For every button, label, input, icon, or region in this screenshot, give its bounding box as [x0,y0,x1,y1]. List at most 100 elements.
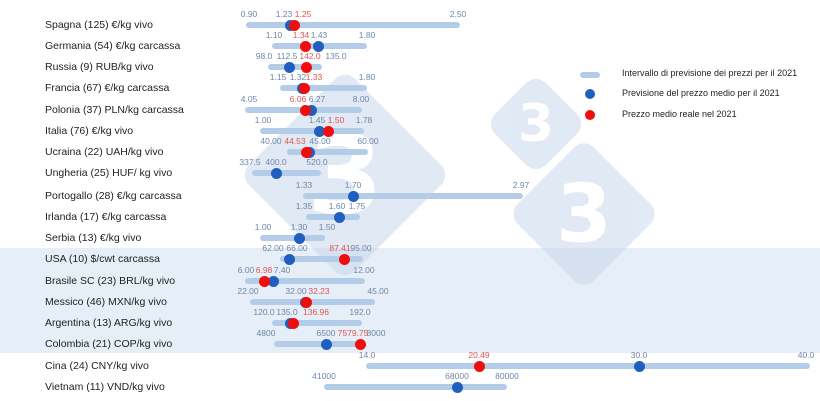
actual-value: 1.50 [327,115,345,125]
actual-value: 142.0 [299,51,321,61]
forecast-dot [313,125,325,137]
country-label: Vietnam (11) VND/kg vivo [45,381,165,393]
forecast-value: 7.40 [273,265,291,275]
range-max-value: 95.00 [350,243,372,253]
forecast-range-bar [366,363,810,369]
country-label: Cina (24) CNY/kg vivo [45,360,149,372]
range-max-value: 2.50 [449,9,467,19]
forecast-value: 45.00 [309,136,331,146]
actual-dot [354,338,366,350]
forecast-dot [267,275,279,287]
actual-value: 7579.75 [337,328,369,338]
forecast-range-bar [274,341,362,347]
range-min-value: 0.90 [240,9,258,19]
range-min-value: 120.0 [253,307,275,317]
forecast-range-bar [260,235,325,241]
forecast-range-bar [287,149,368,155]
forecast-dot [320,338,332,350]
range-min-value: 14.0 [358,350,376,360]
range-max-value: 60.00 [357,136,379,146]
forecast-dot [333,211,345,223]
forecast-range-bar [245,278,365,284]
actual-dot [473,360,485,372]
forecast-range-bar [268,64,322,70]
range-min-value: 1.15 [269,72,287,82]
forecast-dot [451,381,463,393]
forecast-dot [283,253,295,265]
range-min-value: 62.00 [262,243,284,253]
country-label: Ucraina (22) UAH/kg vivo [45,146,164,158]
red-dot-icon [585,110,595,120]
forecast-range-bar [280,85,367,91]
forecast-range-bar [252,170,321,176]
range-max-value: 8000 [366,328,386,338]
range-min-value: 1.00 [254,222,272,232]
country-label: Colombia (21) COP/kg vivo [45,338,173,350]
forecast-dot [312,40,324,52]
forecast-range-bar [272,320,362,326]
range-max-value: 1.80 [358,30,376,40]
country-label: Irlanda (17) €/kg carcassa [45,211,167,223]
forecast-dot [270,167,282,179]
actual-value: 136.96 [303,307,329,317]
forecast-value: 1.30 [290,222,308,232]
forecast-dot [293,232,305,244]
country-label: Messico (46) MXN/kg vivo [45,296,167,308]
range-max-value: 1.78 [355,115,373,125]
country-label: Italia (76) €/kg vivo [45,125,134,137]
actual-dot [300,296,312,308]
forecast-range-bar [260,128,364,134]
forecast-value: 6500 [316,328,336,338]
actual-value: 6.98 [255,265,273,275]
range-max-value: 8.00 [352,94,370,104]
forecast-dot [347,190,359,202]
range-max-value: 192.0 [349,307,371,317]
range-min-value: 41000 [312,371,336,381]
forecast-value: 1.43 [310,30,328,40]
actual-dot [287,317,299,329]
actual-dot [300,146,312,158]
range-bar-swatch-icon [580,72,600,78]
range-max-value: 2.97 [512,180,530,190]
forecast-value: 68000 [445,371,469,381]
country-label: Polonia (37) PLN/kg carcassa [45,104,184,116]
forecast-value: 135.0 [276,307,298,317]
range-min-value: 40.00 [260,136,282,146]
actual-value: 1.34 [292,30,310,40]
country-label: Brasile SC (23) BRL/kg vivo [45,275,176,287]
country-label: USA (10) $/cwt carcassa [45,253,160,265]
forecast-dot [305,104,317,116]
forecast-value: 66.00 [286,243,308,253]
actual-dot [299,104,311,116]
forecast-value: 1.23 [275,9,293,19]
forecast-range-bar [303,193,523,199]
country-label: Ungheria (25) HUF/ kg vivo [45,167,173,179]
forecast-range-bar [306,214,360,220]
range-max-value: 45.00 [367,286,389,296]
americas-highlight-band [0,248,820,353]
forecast-dot [633,360,645,372]
actual-value: 32.23 [308,286,330,296]
country-label: Serbia (13) €/kg vivo [45,232,142,244]
actual-dot [322,125,334,137]
forecast-value: 1.32 [289,72,307,82]
forecast-value: 6.27 [308,94,326,104]
country-label: Germania (54) €/kg carcassa [45,40,181,52]
range-max-value: 80000 [495,371,519,381]
range-min-value: 337.5 [239,157,261,167]
actual-dot [300,61,312,73]
country-label: Argentina (13) ARG/kg vivo [45,317,173,329]
actual-dot [338,253,350,265]
range-min-value: 4800 [256,328,276,338]
actual-value: 87.41 [329,243,351,253]
actual-dot [298,82,310,94]
range-max-value: 40.0 [797,350,815,360]
actual-value: 1.25 [294,9,312,19]
blue-dot-icon [585,89,595,99]
forecast-value: 1.70 [344,180,362,190]
range-min-value: 1.35 [295,201,313,211]
actual-value: 20.49 [468,350,490,360]
range-min-value: 1.00 [254,115,272,125]
forecast-value: 30.0 [630,350,648,360]
forecast-value: 400.0 [265,157,287,167]
